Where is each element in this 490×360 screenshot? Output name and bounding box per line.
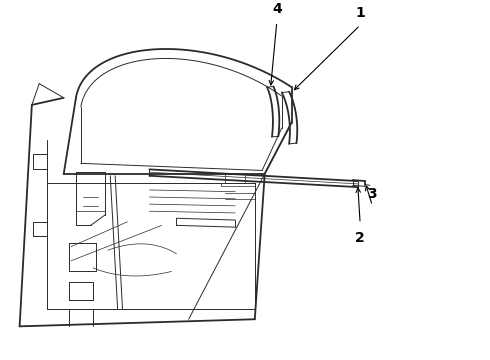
Text: 3: 3 <box>368 186 377 201</box>
Text: 2: 2 <box>355 231 365 245</box>
Text: 4: 4 <box>272 2 282 16</box>
Text: 1: 1 <box>355 6 365 20</box>
